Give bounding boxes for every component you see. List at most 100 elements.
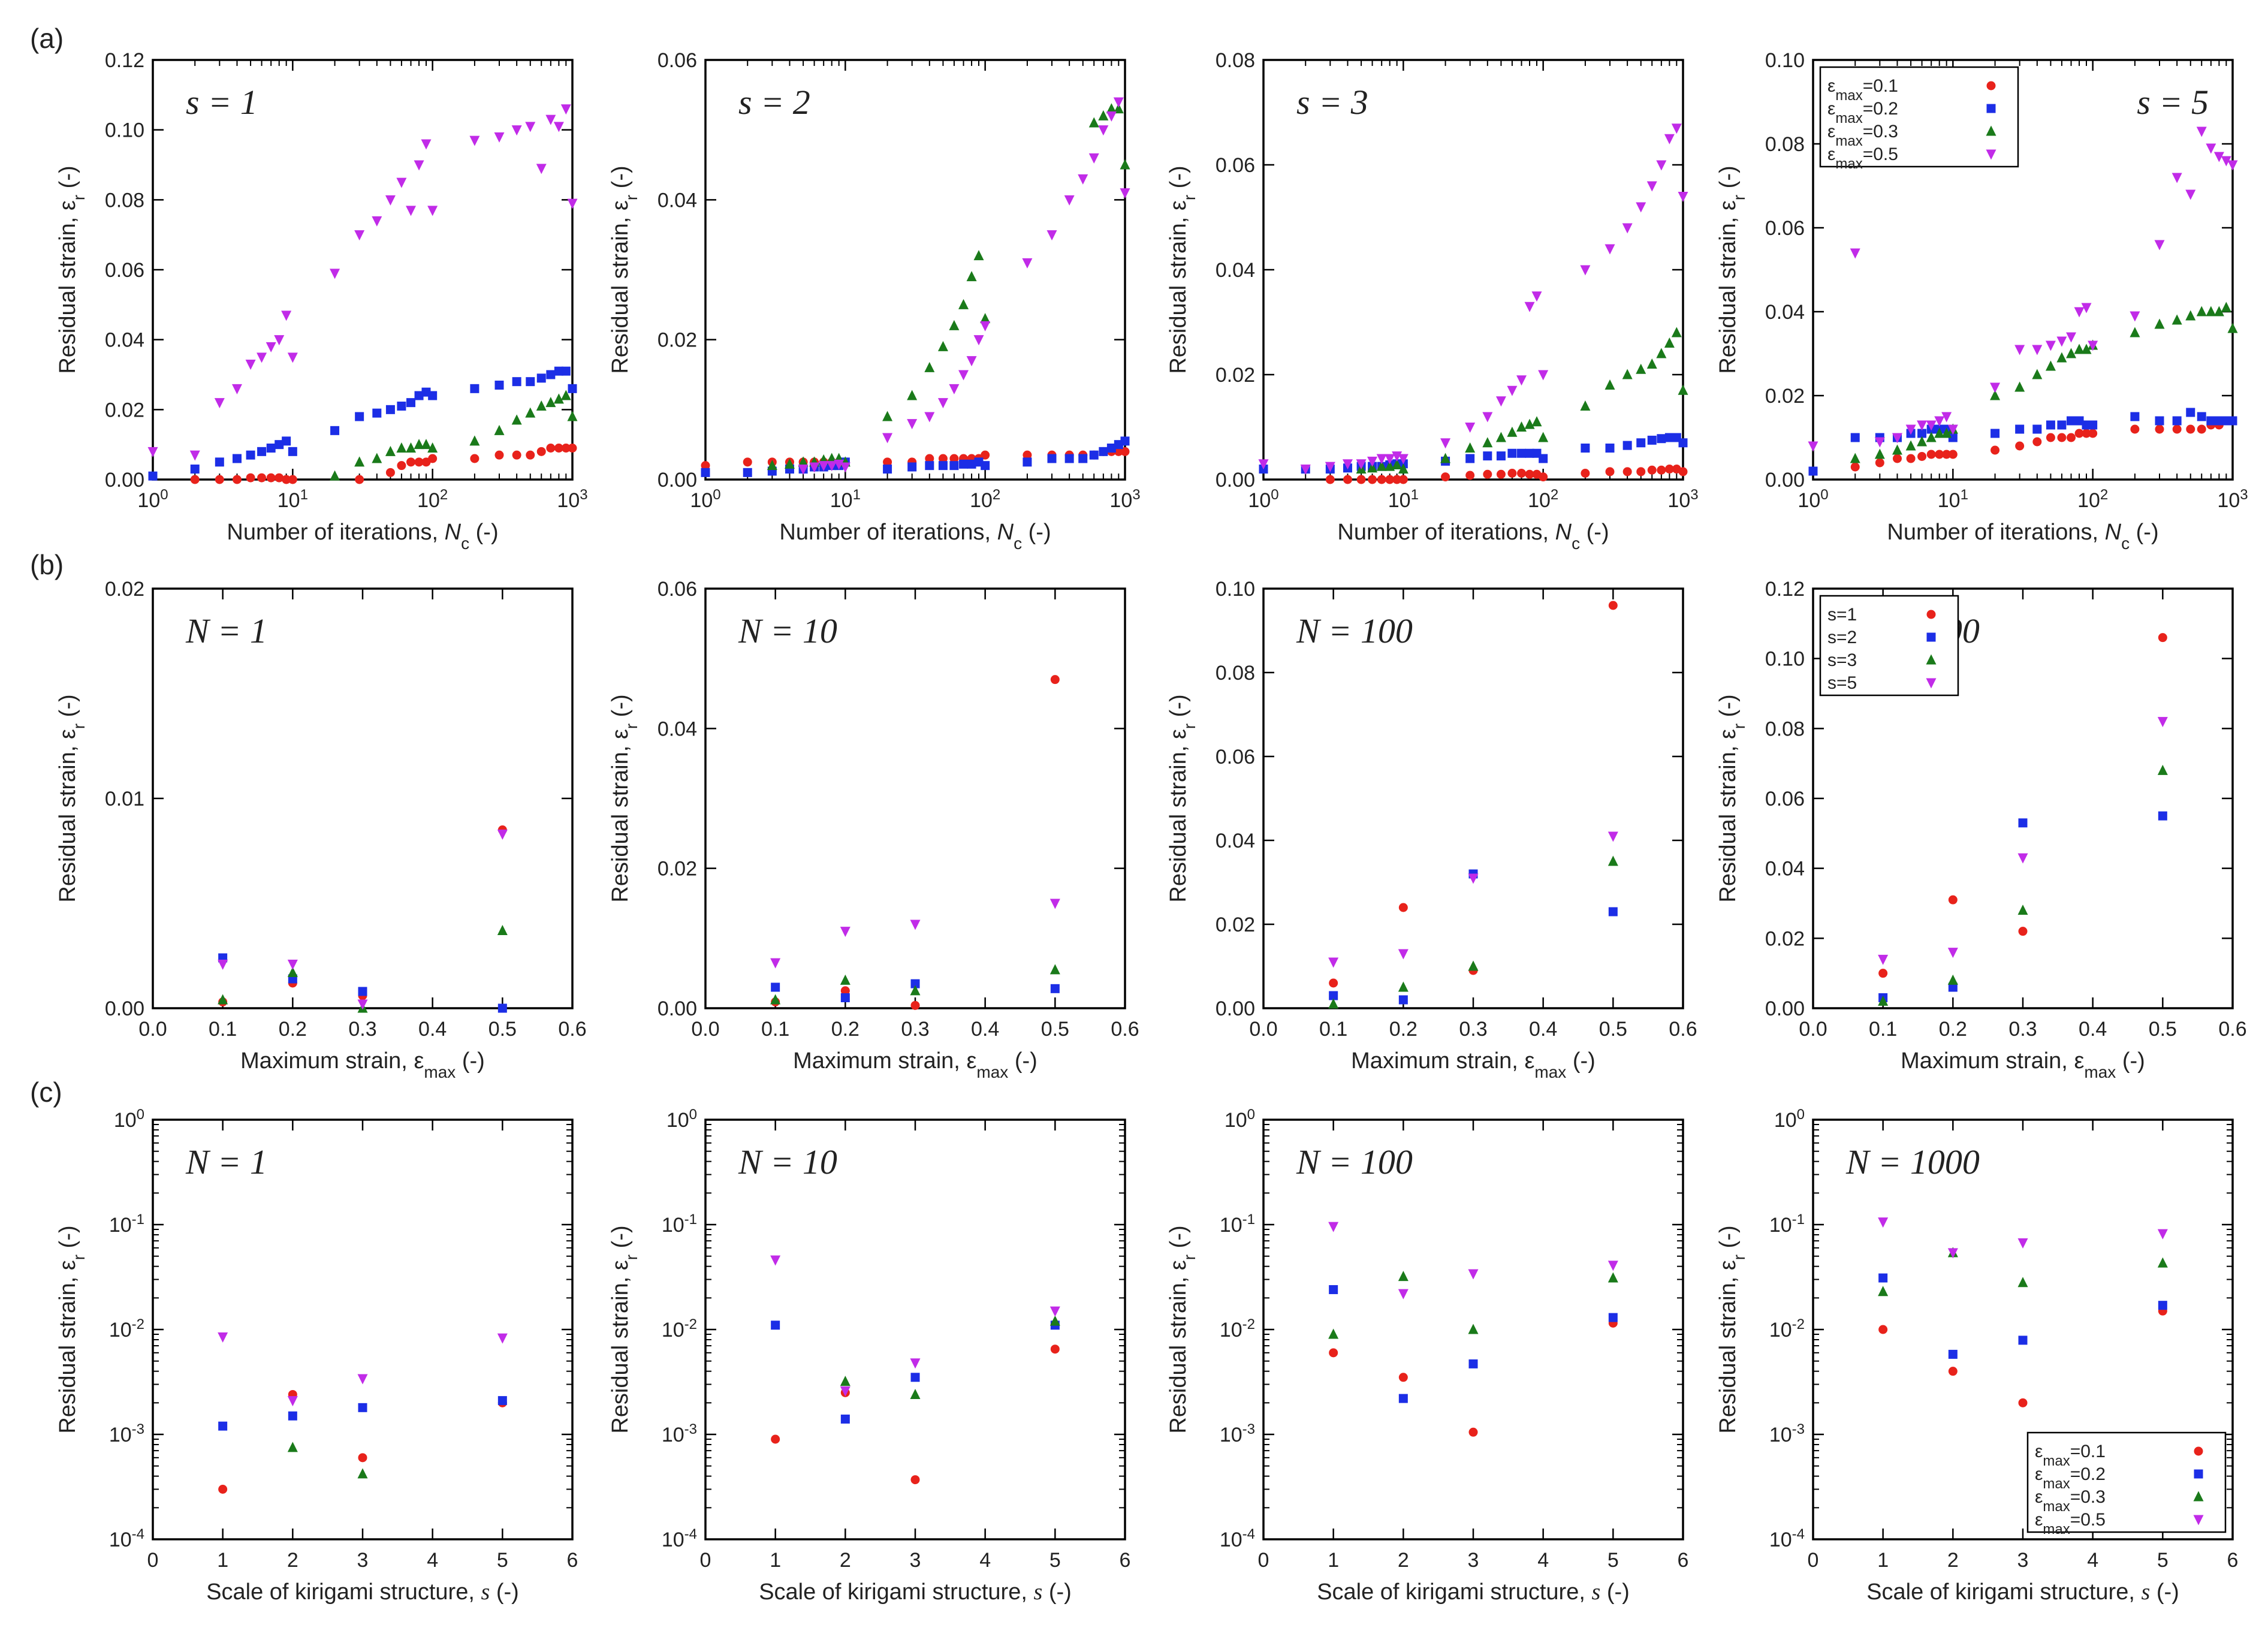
data-point	[396, 442, 407, 453]
data-point	[354, 230, 365, 241]
data-point	[981, 450, 990, 460]
legend-marker	[1926, 632, 1936, 642]
data-point	[1440, 438, 1451, 449]
series-εmax=0.5	[1328, 1222, 1618, 1300]
data-point	[330, 426, 340, 435]
x-tick-label: 101	[278, 487, 308, 512]
data-point	[1465, 442, 1476, 453]
data-point	[266, 473, 276, 483]
data-point	[1678, 438, 1688, 448]
series-εmax=0.3	[1356, 327, 1688, 474]
y-tick-label: 0.00	[105, 469, 144, 492]
series-εmax=0.2	[1259, 433, 1688, 474]
data-point	[1496, 469, 1506, 479]
y-tick-label: 0.12	[1765, 578, 1805, 601]
data-point	[567, 411, 578, 421]
data-point	[2155, 416, 2164, 426]
y-tick-label: 10-1	[662, 1211, 697, 1237]
data-point	[494, 424, 505, 435]
data-point	[1948, 433, 1958, 442]
x-tick-label: 101	[1938, 487, 1968, 512]
data-point	[246, 450, 255, 460]
y-tick-label: 0.00	[658, 469, 697, 492]
data-point	[840, 462, 850, 473]
series-εmax=0.2	[771, 1321, 1060, 1424]
legend-marker	[2193, 1515, 2204, 1526]
y-axis-label: Residual strain, εr (-)	[608, 165, 641, 373]
data-point	[784, 458, 795, 469]
x-tick-label: 0.3	[2008, 1018, 2037, 1041]
y-axis-label: Residual strain, εr (-)	[55, 1225, 88, 1433]
x-tick-label: 101	[1388, 487, 1419, 512]
data-point	[1398, 463, 1409, 474]
data-point	[2082, 429, 2091, 438]
data-point	[567, 198, 578, 209]
data-point	[275, 440, 284, 450]
data-point	[2206, 416, 2216, 426]
data-point	[218, 1421, 228, 1431]
data-point	[218, 960, 228, 970]
y-tick-label: 0.00	[1765, 997, 1805, 1020]
data-point	[2196, 126, 2207, 137]
data-point	[545, 114, 556, 125]
x-tick-label: 0.0	[1799, 1018, 1827, 1041]
data-point	[1329, 991, 1338, 1000]
data-point	[1926, 450, 1936, 459]
x-tick-label: 0.1	[1869, 1018, 1897, 1041]
data-point	[1385, 475, 1395, 484]
legend-label: s=2	[1827, 628, 1857, 647]
y-tick-label: 0.06	[1765, 217, 1805, 240]
data-point	[1507, 448, 1517, 458]
data-point	[1516, 421, 1527, 432]
y-tick-label: 0.08	[1765, 718, 1805, 740]
data-point	[1636, 363, 1646, 374]
data-point	[494, 381, 504, 390]
data-point	[1934, 427, 1945, 438]
data-point	[2017, 1277, 2028, 1288]
data-point	[525, 407, 536, 418]
data-point	[406, 457, 416, 467]
plot-frame	[704, 587, 1126, 1009]
x-tick-label: 0.0	[1249, 1018, 1277, 1041]
data-point	[275, 473, 284, 483]
data-point	[1990, 390, 2001, 400]
data-point	[1664, 134, 1675, 144]
data-point	[840, 974, 850, 985]
panel-1-0: 0.0 0.1 0.2 0.3 0.4 0.5 0.6 0.00 0.01 0.02 Maximum…	[55, 578, 587, 1081]
data-point	[840, 993, 850, 1002]
data-point	[1398, 1289, 1409, 1300]
data-point	[2206, 306, 2216, 316]
data-point	[385, 405, 395, 414]
data-point	[215, 457, 224, 467]
data-point	[2088, 340, 2098, 351]
y-tick-label: 0.06	[1216, 154, 1255, 177]
data-point	[938, 461, 948, 471]
data-point	[1531, 416, 1542, 427]
data-point	[1605, 379, 1615, 390]
data-point	[497, 1333, 508, 1344]
data-point	[1468, 1324, 1479, 1334]
data-point	[1356, 475, 1366, 484]
data-point	[1926, 432, 1937, 442]
data-point	[2046, 433, 2055, 442]
data-point	[281, 310, 292, 321]
data-point	[1507, 469, 1517, 478]
y-axis-label: Residual strain, εr (-)	[608, 694, 641, 902]
x-tick-label: 6	[567, 1549, 578, 1572]
data-point	[525, 122, 536, 132]
data-point	[1517, 448, 1527, 458]
data-point	[561, 366, 571, 376]
series-εmax=0.2	[701, 436, 1130, 477]
legend-marker	[1986, 149, 1996, 160]
data-point	[771, 982, 780, 992]
data-point	[2017, 1238, 2028, 1249]
data-point	[1120, 159, 1130, 170]
data-point	[1022, 258, 1033, 269]
data-point	[2088, 420, 2098, 430]
data-point	[2157, 1257, 2168, 1268]
y-tick-label: 0.00	[658, 997, 697, 1020]
legend-label: εmax=0.3	[2035, 1487, 2106, 1515]
data-point	[907, 419, 918, 430]
x-tick-label: 6	[2227, 1549, 2239, 1572]
